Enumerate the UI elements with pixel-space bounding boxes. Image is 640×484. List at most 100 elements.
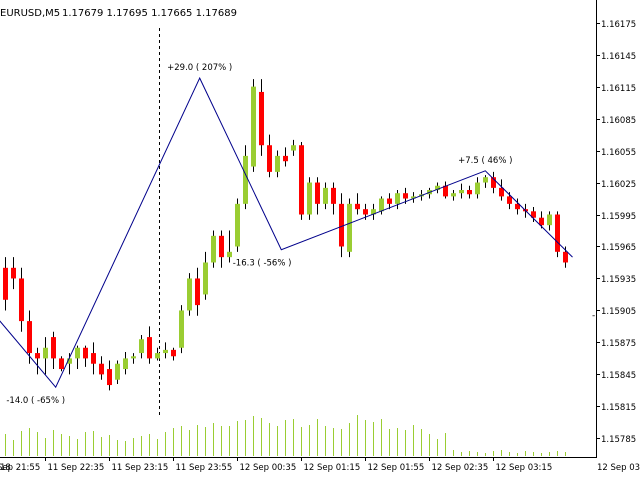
candle-body: [51, 337, 56, 359]
time-tick-label: 11 Sep 23:55: [176, 463, 233, 473]
chart-axes: 1.16175 1.16145 1.16115 1.16085 1.16055 1.160…: [0, 0, 640, 473]
candle: [267, 134, 272, 178]
candle-body: [451, 193, 456, 197]
time-tick-label: 12 Sep 03:: [597, 463, 640, 473]
candle: [83, 345, 88, 367]
candle: [139, 334, 144, 359]
candle: [203, 251, 208, 300]
candle-body: [339, 203, 344, 247]
candle: [371, 203, 376, 220]
candle: [491, 171, 496, 194]
candle-body: [499, 187, 504, 197]
zigzag-line: [0, 76, 573, 389]
candle-body: [187, 278, 192, 311]
candle-body: [267, 145, 272, 172]
candle-body: [211, 235, 216, 263]
candle-body: [147, 337, 152, 359]
volume-bars: [5, 415, 566, 456]
candle: [235, 198, 240, 252]
zigzag-annotations: +29.0 ( 207% ) -14.0 ( -65% ) -16.3 ( -56%…: [6, 63, 512, 406]
candle: [411, 192, 416, 203]
ohlc-values: 1.17679 1.17695 1.17665 1.17689: [62, 8, 237, 19]
candlesticks: [3, 79, 568, 391]
candle-body: [547, 214, 552, 226]
candle-body: [299, 145, 304, 215]
candle-body: [203, 262, 208, 295]
candle: [347, 198, 352, 258]
chart-header: EURUSD,M5 1.17679 1.17695 1.17665 1.1768…: [0, 8, 237, 19]
candle: [59, 356, 64, 372]
candle-body: [283, 155, 288, 162]
candle-body: [403, 193, 408, 199]
candle-body: [171, 349, 176, 357]
candle-body: [99, 363, 104, 375]
candle-body: [363, 209, 368, 215]
candle-body: [219, 235, 224, 258]
candle-body: [539, 217, 544, 226]
candle-body: [235, 203, 240, 247]
candle-body: [395, 193, 400, 204]
candle-body: [11, 267, 16, 279]
candle: [379, 196, 384, 215]
candle: [155, 347, 160, 361]
price-tick-label: 1.16085: [601, 116, 636, 126]
price-tick-label: 1.16025: [601, 180, 636, 190]
candle: [331, 182, 336, 215]
candle-body: [35, 353, 40, 359]
candle: [219, 230, 224, 268]
candle: [307, 177, 312, 220]
candle-body: [115, 363, 120, 380]
time-tick-label: 12 Sep 02:35: [432, 463, 489, 473]
candle: [115, 360, 120, 384]
candle-body: [19, 278, 24, 322]
candle: [251, 79, 256, 172]
candle: [243, 145, 248, 210]
candle-body: [307, 182, 312, 215]
candle: [499, 179, 504, 201]
candle: [467, 185, 472, 199]
candle-body: [475, 182, 480, 195]
time-tick-label: 11 Sep 23:15: [112, 463, 169, 473]
time-tick-label: 12 Sep 03:15: [496, 463, 553, 473]
price-marker: -: [592, 311, 595, 321]
price-tick-label: 1.15815: [601, 403, 636, 413]
candle: [275, 150, 280, 178]
candle: [163, 342, 168, 359]
candle: [171, 347, 176, 361]
candle-body: [379, 198, 384, 212]
zigzag-label: +29.0 ( 207% ): [167, 63, 232, 73]
candle-body: [123, 358, 128, 370]
candle: [547, 211, 552, 231]
candle: [291, 139, 296, 156]
candle: [19, 267, 24, 332]
candle: [51, 331, 56, 370]
candle: [147, 326, 152, 364]
candle-body: [75, 347, 80, 359]
price-tick-label: 1.15875: [601, 339, 636, 349]
price-tick-label: 1.15905: [601, 307, 636, 317]
zigzag-label: -16.3 ( -56% ): [233, 259, 292, 269]
candle-body: [59, 358, 64, 370]
candle-body: [131, 356, 136, 359]
candle: [99, 356, 104, 380]
candle: [299, 142, 304, 220]
candle-body: [323, 187, 328, 204]
time-tick-label: 18: [0, 463, 11, 473]
candle-body: [467, 189, 472, 195]
candle-body: [139, 339, 144, 354]
candle-body: [3, 267, 8, 300]
candle: [435, 182, 440, 194]
time-tick-label: 12 Sep 01:55: [368, 463, 425, 473]
candle-body: [107, 369, 112, 386]
candle: [395, 189, 400, 210]
candle-body: [483, 177, 488, 183]
candle: [179, 305, 184, 354]
zigzag-indicator: [0, 76, 573, 389]
candle: [387, 193, 392, 210]
candle: [131, 353, 136, 364]
price-tick-label: 1.15845: [601, 371, 636, 381]
price-tick-label: 1.15935: [601, 275, 636, 285]
